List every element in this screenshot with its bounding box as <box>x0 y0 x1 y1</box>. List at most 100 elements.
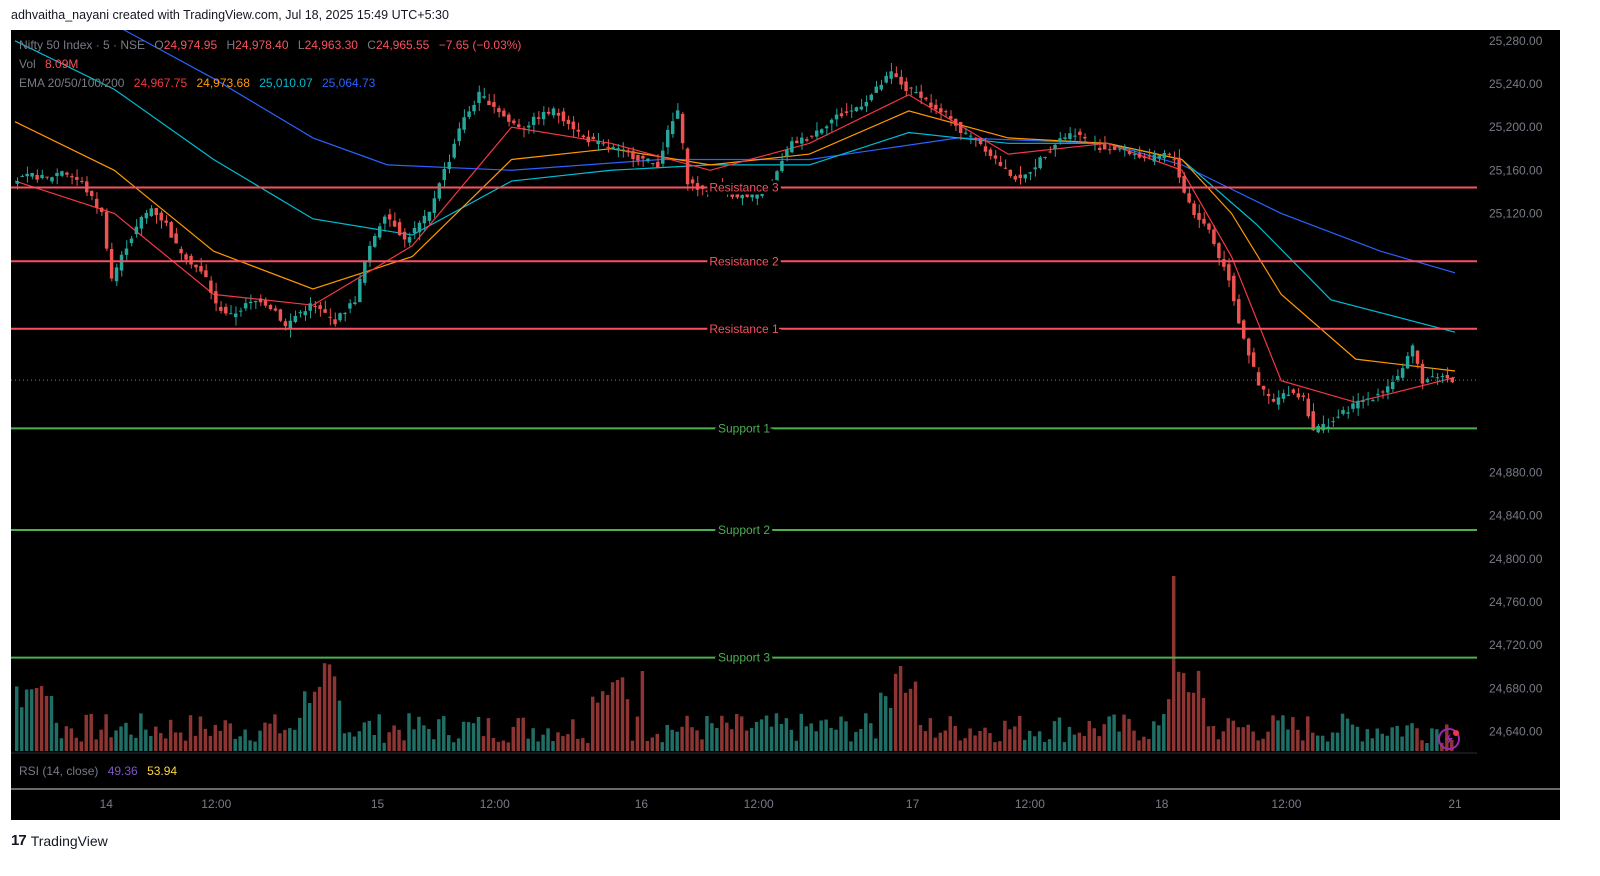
candle[interactable] <box>482 87 486 100</box>
candle[interactable] <box>184 252 188 265</box>
candle[interactable] <box>939 103 943 121</box>
candle[interactable] <box>1018 166 1022 185</box>
candle[interactable] <box>233 306 238 326</box>
candle[interactable] <box>1063 133 1067 142</box>
candle[interactable] <box>1301 392 1306 401</box>
candle[interactable] <box>526 121 531 134</box>
candle[interactable] <box>1405 351 1410 370</box>
candle[interactable] <box>288 313 293 338</box>
candle[interactable] <box>795 136 799 144</box>
legend-vol-label[interactable]: Vol <box>19 57 36 71</box>
candle[interactable] <box>1028 171 1032 181</box>
candle[interactable] <box>50 176 54 184</box>
candle[interactable] <box>412 221 417 240</box>
candle[interactable] <box>80 176 84 184</box>
candle[interactable] <box>40 169 44 180</box>
candle[interactable] <box>596 133 600 152</box>
ema50-line[interactable] <box>14 110 1456 372</box>
candle[interactable] <box>1390 375 1395 393</box>
candle[interactable] <box>1142 152 1147 162</box>
candle[interactable] <box>1376 388 1380 402</box>
candle[interactable] <box>1212 224 1216 247</box>
candle[interactable] <box>551 106 556 119</box>
candle[interactable] <box>1207 222 1211 234</box>
candle[interactable] <box>730 186 734 199</box>
legend-ema-label[interactable]: EMA 20/50/100/200 <box>19 76 125 90</box>
candle[interactable] <box>1227 258 1231 288</box>
support-level[interactable]: Support 124,920.85 <box>11 418 1551 438</box>
candle[interactable] <box>268 303 273 311</box>
candle[interactable] <box>104 208 109 252</box>
candle[interactable] <box>497 105 501 118</box>
candle[interactable] <box>983 137 988 157</box>
candle[interactable] <box>407 232 412 247</box>
candle[interactable] <box>1261 385 1266 396</box>
candle[interactable] <box>894 66 898 78</box>
candle[interactable] <box>159 210 163 229</box>
candle[interactable] <box>670 112 675 138</box>
ema200-line[interactable] <box>15 30 1456 274</box>
candle[interactable] <box>1371 398 1375 402</box>
candle[interactable] <box>1276 390 1281 410</box>
candle[interactable] <box>924 96 928 102</box>
candle[interactable] <box>174 227 178 244</box>
candle[interactable] <box>690 176 695 192</box>
candle[interactable] <box>338 312 342 323</box>
candle[interactable] <box>1013 174 1018 182</box>
candle[interactable] <box>467 106 471 120</box>
candle[interactable] <box>243 298 248 311</box>
candle[interactable] <box>521 126 526 138</box>
candle[interactable] <box>129 235 134 247</box>
candle[interactable] <box>1440 373 1445 383</box>
candle[interactable] <box>1351 395 1355 413</box>
candle[interactable] <box>581 134 586 140</box>
candle[interactable] <box>864 95 869 112</box>
candle[interactable] <box>685 147 690 191</box>
candle[interactable] <box>164 215 168 227</box>
candle[interactable] <box>1172 151 1176 167</box>
candle[interactable] <box>1311 403 1315 431</box>
candle[interactable] <box>278 308 283 323</box>
candle[interactable] <box>1435 373 1440 385</box>
candle[interactable] <box>119 251 124 277</box>
candle[interactable] <box>1251 347 1256 367</box>
candle[interactable] <box>35 169 39 183</box>
candle[interactable] <box>1003 159 1008 170</box>
candle[interactable] <box>854 106 859 113</box>
candle[interactable] <box>85 176 89 197</box>
candle[interactable] <box>452 138 456 160</box>
candle[interactable] <box>382 214 387 232</box>
candle[interactable] <box>1093 135 1097 151</box>
candle[interactable] <box>447 154 451 174</box>
candle[interactable] <box>492 93 496 114</box>
candle[interactable] <box>1296 387 1301 400</box>
candle[interactable] <box>124 240 129 262</box>
candle[interactable] <box>1326 418 1330 433</box>
candle[interactable] <box>263 297 268 308</box>
candle[interactable] <box>253 300 258 309</box>
candle[interactable] <box>417 220 422 241</box>
candle[interactable] <box>949 110 953 126</box>
candle[interactable] <box>1117 146 1122 152</box>
candle[interactable] <box>1415 350 1420 369</box>
candle[interactable] <box>626 148 630 157</box>
candle[interactable] <box>358 273 362 303</box>
candle[interactable] <box>502 108 506 117</box>
candle[interactable] <box>809 135 814 139</box>
candle[interactable] <box>1127 148 1132 156</box>
candle[interactable] <box>1053 143 1057 157</box>
candle[interactable] <box>889 63 893 85</box>
candle[interactable] <box>944 109 948 118</box>
candle[interactable] <box>571 116 576 138</box>
candle[interactable] <box>1400 363 1405 381</box>
candle[interactable] <box>144 209 149 224</box>
candle[interactable] <box>700 184 705 196</box>
candle[interactable] <box>611 144 615 150</box>
candle[interactable] <box>1271 393 1276 403</box>
candle[interactable] <box>209 276 213 300</box>
candle[interactable] <box>1038 155 1042 170</box>
candle[interactable] <box>780 153 784 173</box>
candle[interactable] <box>149 205 154 217</box>
candle[interactable] <box>929 94 933 113</box>
candle[interactable] <box>1381 389 1385 399</box>
